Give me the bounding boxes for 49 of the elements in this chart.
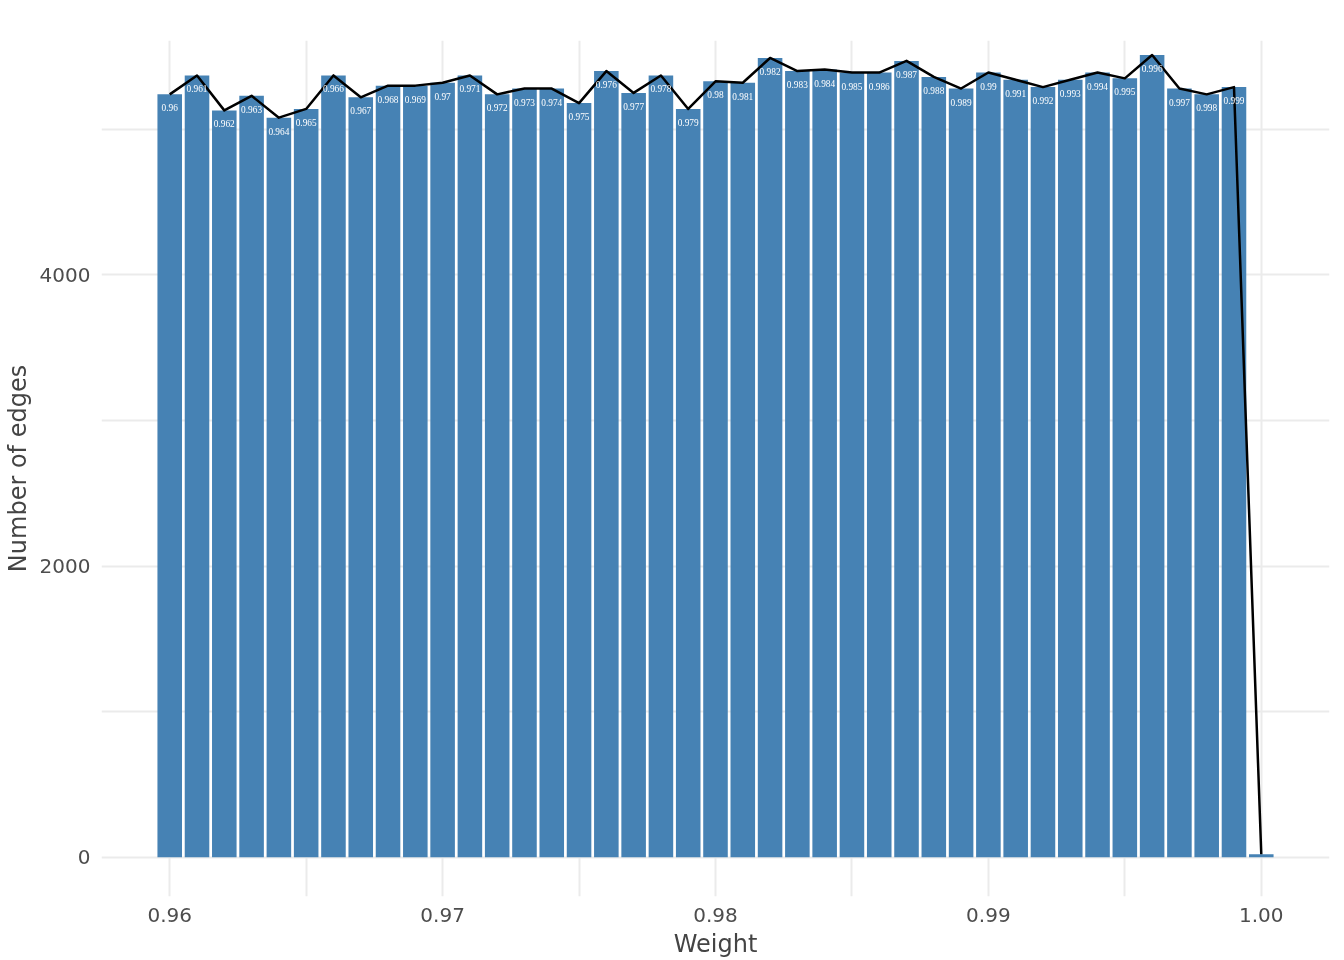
y-tick-label: 0 — [77, 845, 91, 870]
annotation: 0.976 — [595, 80, 618, 91]
annotation: 0.975 — [568, 112, 590, 123]
x-tick-label: 0.98 — [693, 902, 738, 927]
annotation: 0.977 — [623, 101, 645, 112]
annotation: 0.964 — [268, 126, 290, 137]
annotation: 0.99 — [980, 81, 997, 92]
annotation: 0.995 — [1114, 87, 1136, 98]
x-axis-title: Weight — [673, 929, 758, 958]
annotation: 0.998 — [1196, 103, 1218, 114]
annotation: 0.988 — [923, 85, 945, 96]
annotation: 0.96 — [161, 103, 179, 114]
annotation: 0.991 — [1005, 88, 1027, 99]
annotation: 0.978 — [650, 84, 672, 95]
annotation: 0.989 — [950, 97, 972, 108]
annotation: 0.97 — [434, 91, 452, 102]
annotation: 0.981 — [732, 91, 754, 102]
annotation: 0.962 — [213, 119, 236, 130]
annotation: 0.971 — [459, 84, 481, 95]
annotation: 0.983 — [786, 80, 809, 91]
x-tick-label: 0.97 — [420, 902, 465, 927]
annotation: 0.973 — [513, 97, 536, 108]
annotation: 0.997 — [1168, 97, 1191, 108]
annotation: 0.993 — [1059, 88, 1082, 99]
annotation: 0.986 — [868, 81, 891, 92]
y-axis-title: Number of edges — [3, 364, 32, 573]
x-tick-label: 1.00 — [1239, 902, 1284, 927]
annotation: 0.985 — [841, 81, 863, 92]
annotation: 0.992 — [1032, 96, 1054, 107]
annotation: 0.969 — [404, 94, 427, 105]
annotation: 0.996 — [1141, 64, 1163, 75]
annotation: 0.963 — [241, 104, 263, 115]
annotation: 0.967 — [350, 106, 372, 117]
annotation: 0.979 — [677, 117, 700, 128]
x-tick-label: 0.96 — [147, 902, 192, 927]
x-tick-label: 0.99 — [966, 902, 1011, 927]
annotation: 0.994 — [1087, 81, 1109, 92]
annotation: 0.98 — [707, 90, 724, 101]
annotation: 0.987 — [896, 69, 918, 80]
annotation: 0.961 — [186, 84, 208, 95]
annotation: 0.968 — [377, 94, 399, 105]
annotation: 0.974 — [541, 97, 563, 108]
annotation: 0.984 — [814, 78, 836, 89]
y-tick-label: 2000 — [39, 554, 91, 579]
y-tick-label: 4000 — [39, 262, 91, 287]
annotation: 0.965 — [295, 117, 317, 128]
annotation: 0.982 — [759, 66, 781, 77]
annotation: 0.972 — [486, 103, 509, 114]
annotation: 0.966 — [322, 84, 345, 95]
